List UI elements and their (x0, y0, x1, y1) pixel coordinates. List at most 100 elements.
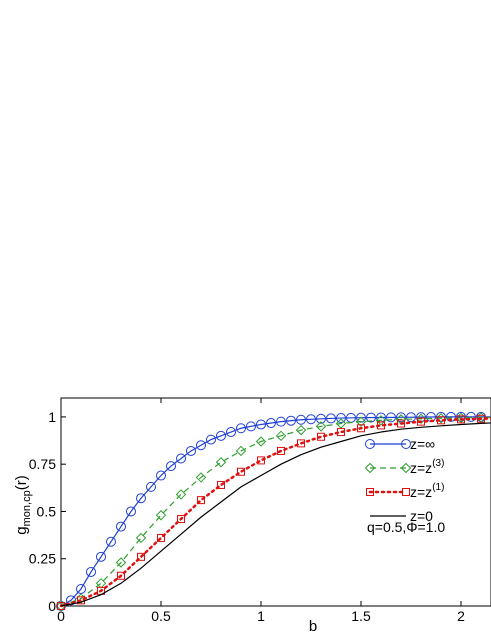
series-point (417, 417, 425, 426)
legend-label-sup: (1) (432, 482, 444, 493)
series-point (177, 515, 185, 524)
series-point (446, 411, 456, 422)
axes: 0 0.5 1 1.5 2 0 0.25 0.5 0.75 1 (29, 397, 491, 624)
series-point (135, 532, 147, 544)
series-point (235, 445, 247, 457)
series-line (60, 416, 491, 607)
series-point (337, 428, 345, 437)
series-line (60, 422, 491, 607)
x-tick-label: 1 (257, 608, 265, 624)
legend: z=∞z=z(3)z=z(1)z=0 (364, 436, 444, 524)
series-point (236, 423, 246, 434)
series-point (315, 421, 327, 432)
series-point (397, 419, 405, 428)
series-point (386, 412, 396, 423)
legend-label: z=∞ (410, 436, 435, 452)
y-tick-label: 0.25 (29, 551, 56, 567)
y-axis-label-tail: (r) (13, 475, 30, 490)
legend-label-main: z=z (410, 484, 432, 500)
legend-marker (364, 462, 376, 474)
series-point (316, 413, 326, 424)
series-point (276, 416, 286, 427)
series-point (335, 418, 347, 429)
series-3 (57, 414, 491, 610)
series-point (176, 453, 186, 464)
x-tick-label: 0 (57, 608, 65, 624)
series-point (106, 536, 116, 547)
series-point (215, 457, 227, 468)
y-tick-label: 1 (48, 409, 56, 425)
y-axis-label: gmon,cp(r) (13, 475, 33, 534)
series-point (377, 421, 385, 430)
series-point (317, 432, 325, 441)
series-point (115, 557, 127, 568)
legend-entry-4: z=0 (370, 508, 433, 524)
series-point (146, 481, 156, 492)
series-4 (60, 422, 491, 607)
legend-marker (366, 488, 374, 496)
series-point (246, 421, 256, 432)
series-point (286, 415, 296, 426)
parameter-annotation: q=0.5,Φ=1.0 (367, 519, 445, 535)
series-point (197, 496, 205, 505)
series-point (237, 467, 245, 476)
series-point (86, 566, 96, 577)
series-point (396, 412, 406, 423)
series-point (297, 439, 305, 448)
series-point (406, 412, 416, 423)
series-point (477, 414, 485, 423)
y-axis-label-main: g (13, 526, 30, 534)
legend-entry-3: z=z(1) (366, 482, 444, 500)
x-tick-label: 2 (457, 608, 465, 624)
series-point (277, 446, 285, 455)
x-axis-label: b (309, 618, 317, 635)
series-point (375, 415, 387, 426)
series-point (206, 434, 216, 445)
legend-entry-2: z=z(3) (364, 458, 444, 476)
series-point (217, 480, 225, 489)
series-point (126, 506, 136, 517)
series-point (436, 411, 446, 422)
x-tick-label: 0.5 (151, 608, 171, 624)
legend-marker (402, 488, 410, 496)
series-point (166, 461, 176, 472)
legend-entry-1: z=∞ (365, 436, 435, 452)
series-point (195, 472, 207, 483)
series-point (157, 533, 165, 542)
series-point (357, 424, 365, 433)
legend-marker (400, 462, 412, 474)
y-axis-label-sub: mon,cp (21, 490, 33, 526)
legend-marker (365, 439, 375, 449)
series-point (226, 427, 236, 438)
series-point (196, 440, 206, 451)
series-point (415, 413, 427, 425)
plot-frame (60, 397, 491, 607)
series-point (255, 436, 267, 447)
series-point (295, 424, 307, 436)
series-point (355, 416, 367, 427)
legend-label: z=0 (410, 508, 433, 524)
legend-label-main: z=∞ (410, 436, 435, 452)
series-point (175, 489, 187, 500)
series-point (116, 521, 126, 532)
series-point (366, 412, 376, 423)
series-point (256, 419, 266, 430)
series-layer (55, 411, 491, 612)
series-point (117, 571, 125, 580)
series-point (156, 470, 166, 481)
legend-label: z=z(1) (410, 482, 444, 500)
series-point (275, 430, 287, 442)
series-point (326, 413, 336, 424)
series-point (336, 413, 346, 424)
x-tick-label: 1.5 (351, 608, 371, 624)
y-tick-label: 0 (48, 598, 56, 614)
series-point (266, 418, 276, 429)
legend-label-sup: (3) (432, 458, 444, 469)
legend-label-main: z=z (410, 460, 432, 476)
legend-label-main: z=0 (410, 508, 433, 524)
series-point (96, 551, 106, 562)
series-point (155, 510, 167, 521)
series-point (456, 411, 466, 422)
series-point (57, 602, 65, 610)
